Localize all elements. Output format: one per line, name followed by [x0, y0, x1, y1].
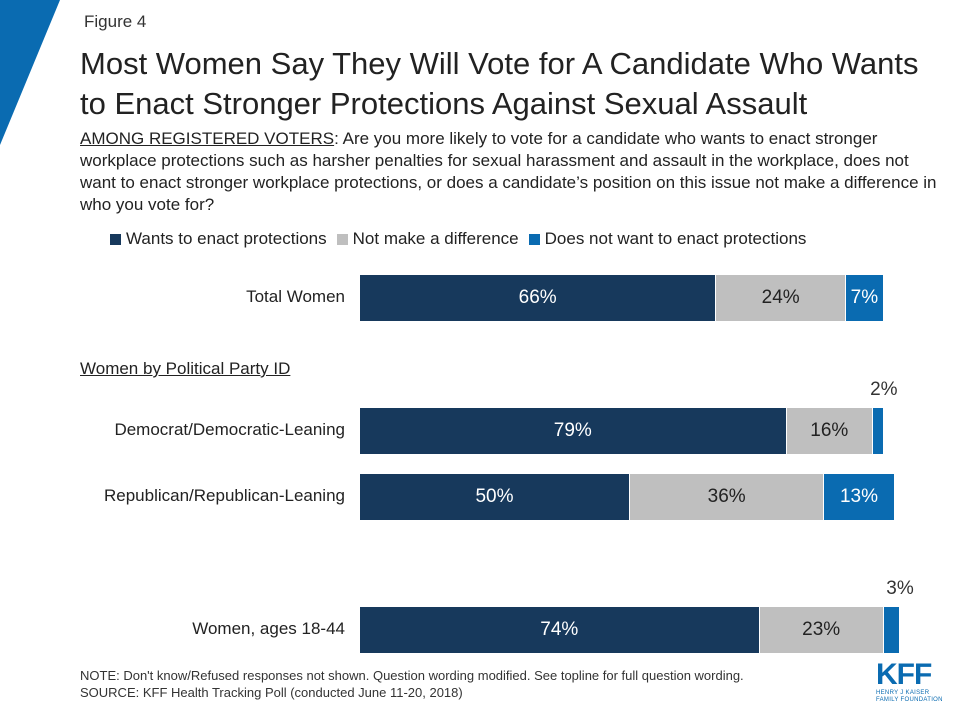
subtitle-text: : Are you more likely to vote for a cand… [80, 129, 937, 214]
stacked-bar: 50% 36% 13% [360, 474, 895, 520]
legend-label-wants: Wants to enact protections [126, 229, 327, 248]
logo-wordmark: KFF [876, 658, 932, 691]
bar-segment-wants: 50% [360, 474, 630, 520]
bar-segment-does-not-want: 7% [845, 275, 884, 321]
bar-segment-does-not-want [883, 607, 900, 653]
figure-label: Figure 4 [84, 12, 147, 31]
legend-label-does-not-want: Does not want to enact protections [544, 229, 807, 248]
data-label-outside: 3% [886, 578, 914, 599]
bar-segment-no-difference: 23% [759, 607, 884, 653]
row-label: Democrat/Democratic-Leaning [114, 420, 345, 439]
legend: Wants to enact protections Not make a di… [110, 229, 816, 249]
legend-item-no-difference: Not make a difference [336, 229, 519, 249]
footer: NOTE: Don't know/Refused responses not s… [80, 667, 744, 701]
bar-segment-wants: 66% [360, 275, 717, 321]
bar-segment-no-difference: 16% [786, 408, 873, 454]
corner-accent [0, 0, 60, 145]
row-label: Women, ages 18-44 [192, 619, 345, 638]
subtitle-lead: AMONG REGISTERED VOTERS [80, 129, 335, 148]
logo-org-line1: HENRY J KAISER [876, 690, 930, 696]
footer-note: NOTE: Don't know/Refused responses not s… [80, 668, 744, 683]
chart-title: Most Women Say They Will Vote for A Cand… [80, 46, 919, 121]
row-label: Republican/Republican-Leaning [103, 486, 345, 505]
bar-segment-no-difference: 36% [630, 474, 825, 520]
legend-item-does-not-want: Does not want to enact protections [528, 229, 807, 249]
legend-swatch-no-difference [336, 233, 348, 245]
bar-segment-wants: 79% [360, 408, 787, 454]
footer-source: SOURCE: KFF Health Tracking Poll (conduc… [80, 685, 463, 700]
row-label: Total Women [246, 287, 345, 306]
legend-swatch-wants [110, 233, 121, 245]
stacked-bar: 66% 24% 7% [360, 275, 884, 321]
stacked-bar: 74% 23% [360, 607, 900, 653]
chart-subtitle: AMONG REGISTERED VOTERS: Are you more li… [80, 128, 940, 216]
group-label: Women by Political Party ID [80, 359, 291, 378]
bar-segment-wants: 74% [360, 607, 760, 653]
legend-swatch-does-not-want [528, 233, 540, 245]
kff-logo: KFF HENRY J KAISER FAMILY FOUNDATION [876, 660, 946, 704]
legend-label-no-difference: Not make a difference [352, 229, 519, 248]
logo-org-line2: FAMILY FOUNDATION [876, 697, 943, 703]
data-label-outside: 2% [870, 379, 898, 400]
legend-item-wants: Wants to enact protections [110, 229, 327, 249]
bar-segment-does-not-want: 13% [824, 474, 895, 520]
bar-segment-does-not-want [872, 408, 884, 454]
stacked-bar: 79% 16% [360, 408, 884, 454]
bar-segment-no-difference: 24% [716, 275, 846, 321]
